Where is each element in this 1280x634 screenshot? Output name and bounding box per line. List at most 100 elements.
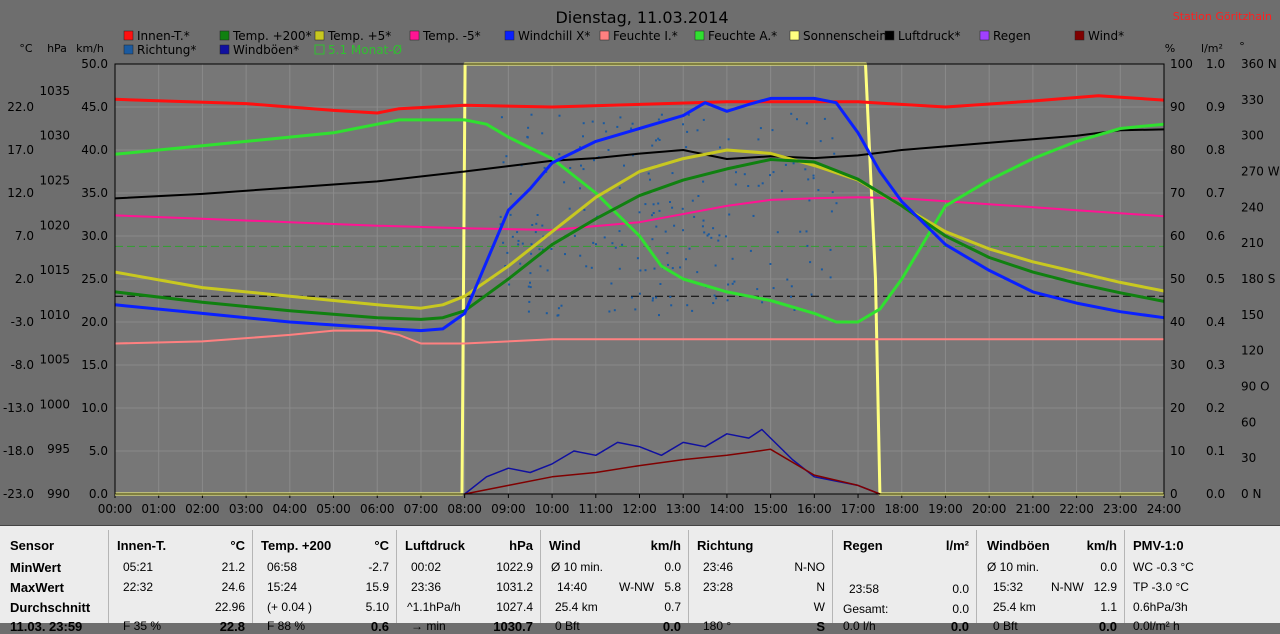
direction-point xyxy=(681,207,684,210)
legend-label-8: Luftdruck* xyxy=(898,29,961,43)
wind-unit: km/h xyxy=(650,538,681,553)
rain-tick-label: 0.1 xyxy=(1206,444,1225,458)
direction-point xyxy=(580,164,582,167)
x-tick-label: 21:00 xyxy=(1016,502,1051,516)
luft-unit: hPa xyxy=(509,538,533,553)
wind-max-time: 14:40 xyxy=(557,580,588,594)
degree-tick-label: 210 xyxy=(1241,236,1264,250)
x-tick-label: 07:00 xyxy=(404,502,439,516)
wind-current-value: 0.0 xyxy=(662,619,681,634)
legend-label-1: Temp. +200* xyxy=(232,29,312,43)
row-label-current: 11.03. 23:59 xyxy=(10,619,83,634)
celsius-tick-label: 2.0 xyxy=(15,272,34,286)
direction-point xyxy=(519,262,522,265)
boen-avg10-label: Ø 10 min. xyxy=(987,560,1040,574)
legend-swatch-13 xyxy=(314,44,325,55)
direction-point xyxy=(579,254,582,257)
direction-point xyxy=(639,269,642,272)
direction-point xyxy=(621,243,624,246)
direction-point xyxy=(702,219,705,222)
direction-point xyxy=(671,267,674,270)
kmh-tick-label: 40.0 xyxy=(81,143,108,157)
legend-label-7: Sonnenschein xyxy=(803,29,887,43)
innen-min-value: 21.2 xyxy=(221,560,245,574)
direction-point xyxy=(733,280,736,283)
percent-tick-label: 60 xyxy=(1170,229,1185,243)
legend-label-11: Richtung* xyxy=(137,43,196,57)
direction-point xyxy=(557,314,560,317)
direction-point xyxy=(610,282,613,285)
percent-tick-label: 80 xyxy=(1170,143,1185,157)
direction-point xyxy=(804,168,807,171)
direction-point xyxy=(835,202,838,205)
direction-point xyxy=(602,122,605,125)
kmh-tick-label: 20.0 xyxy=(81,315,108,329)
percent-tick-label: 10 xyxy=(1170,444,1185,458)
legend-label-4: Windchill X* xyxy=(518,29,590,43)
kmh-tick-label: 5.0 xyxy=(89,444,108,458)
direction-point xyxy=(714,264,717,267)
wind-max-direction: W-NW xyxy=(619,580,655,594)
panel-innen: Innen-T. °C 05:21 21.2 22:32 24.6 22.96 … xyxy=(108,530,251,634)
direction-point xyxy=(817,189,820,192)
direction-point xyxy=(679,266,682,269)
temp200-avg-value: 5.10 xyxy=(365,600,389,614)
panel-luftdruck: Luftdruck hPa 00:02 1022.9 23:36 1031.2 … xyxy=(396,530,539,634)
direction-point xyxy=(657,137,660,140)
direction-point xyxy=(806,244,809,247)
panel-regen: Regen l/m² 23:58 0.0 Gesamt: 0.0 0.0 l/h… xyxy=(832,530,975,634)
direction-point xyxy=(605,130,608,133)
direction-point xyxy=(731,282,734,285)
panel-wind: Wind km/h Ø 10 min. 0.0 14:40 W-NW 5.8 2… xyxy=(540,530,687,634)
richtung-current-value: S xyxy=(816,619,825,634)
hpa-tick-label: 1010 xyxy=(39,308,70,322)
direction-point xyxy=(670,304,673,307)
direction-point xyxy=(731,257,734,260)
temp200-header: Temp. +200 xyxy=(261,538,332,553)
direction-point xyxy=(592,241,595,244)
direction-point xyxy=(579,187,581,190)
direction-point xyxy=(713,294,716,297)
x-tick-label: 15:00 xyxy=(753,502,788,516)
direction-point xyxy=(655,139,657,142)
rain-tick-label: 0.5 xyxy=(1206,272,1225,286)
panel-pmv: PMV-1:0 WC -0.3 °C TP -3.0 °C 0.6hPa/3h … xyxy=(1124,530,1280,633)
degree-tick-label: 300 xyxy=(1241,129,1264,143)
temp200-current-humidity: F 88 % xyxy=(267,619,306,633)
legend-label-6: Feuchte A.* xyxy=(708,29,777,43)
direction-point xyxy=(530,113,533,116)
legend-label-3: Temp. -5* xyxy=(422,29,481,43)
direction-point xyxy=(526,135,529,138)
direction-point xyxy=(636,257,639,260)
direction-point xyxy=(579,146,581,149)
direction-point xyxy=(651,299,654,302)
direction-point xyxy=(792,162,795,165)
x-tick-label: 17:00 xyxy=(841,502,876,516)
degree-tick-label: 30 xyxy=(1241,451,1256,465)
wind-avg-value: 0.7 xyxy=(664,600,681,614)
direction-point xyxy=(807,178,810,181)
temp200-max-time: 15:24 xyxy=(267,580,298,594)
hpa-tick-label: 1000 xyxy=(39,397,70,411)
panel-sensor: Sensor MinWert MaxWert Durchschnitt 11.0… xyxy=(0,530,106,634)
percent-axis-unit: % xyxy=(1165,42,1175,55)
direction-point xyxy=(517,239,520,242)
direction-point xyxy=(631,122,634,125)
series-line-luftdruck- xyxy=(114,128,1165,200)
celsius-tick-label: -23.0 xyxy=(3,487,34,501)
hpa-tick-label: 995 xyxy=(47,442,70,456)
direction-point xyxy=(790,112,793,115)
direction-point xyxy=(613,309,616,312)
direction-point xyxy=(529,286,532,289)
direction-point xyxy=(734,183,737,186)
x-tick-label: 24:00 xyxy=(1147,502,1182,516)
direction-point xyxy=(657,202,660,205)
legend: Innen-T.* Temp. +200* Temp. +5* Temp. -5* Wi… xyxy=(123,29,1124,57)
direction-point xyxy=(582,168,585,171)
kmh-tick-label: 15.0 xyxy=(81,358,108,372)
direction-point xyxy=(671,206,674,209)
direction-point xyxy=(749,249,752,252)
temp200-max-value: 15.9 xyxy=(365,580,389,594)
rain-tick-label: 0.7 xyxy=(1206,186,1225,200)
direction-point xyxy=(623,164,625,167)
